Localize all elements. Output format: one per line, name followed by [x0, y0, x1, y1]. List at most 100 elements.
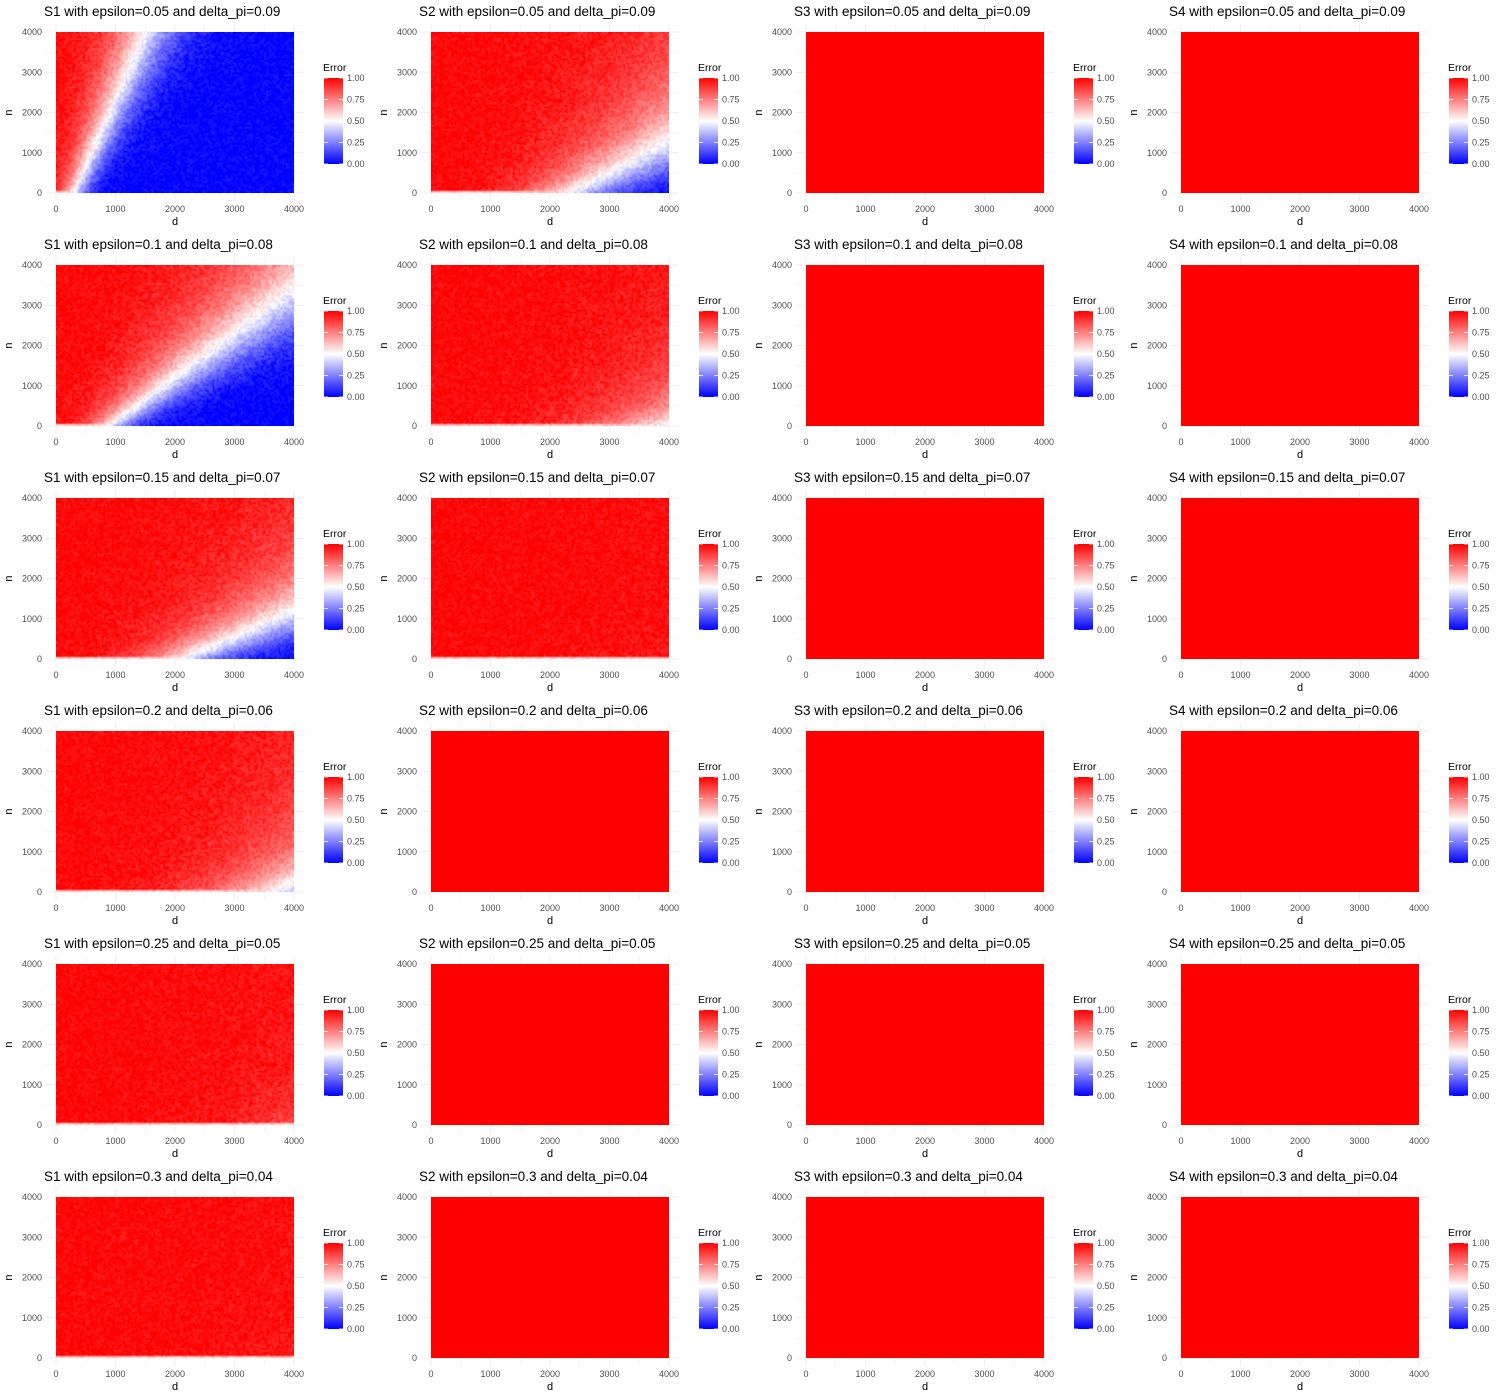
- heatmap-cells: [431, 731, 669, 892]
- x-tick-label: 1000: [1230, 1136, 1250, 1146]
- x-tick-label: 2000: [540, 670, 560, 680]
- legend-tick-label: 0.50: [347, 349, 365, 359]
- panel-title: S2 with epsilon=0.05 and delta_pi=0.09: [419, 4, 656, 19]
- panel-title: S3 with epsilon=0.2 and delta_pi=0.06: [794, 703, 1023, 718]
- x-tick-label: 0: [1178, 1369, 1183, 1379]
- legend-tick-label: 1.00: [347, 306, 365, 316]
- legend-tick-label: 1.00: [1097, 772, 1115, 782]
- y-axis-title: n: [1128, 1041, 1140, 1047]
- panel-title: S4 with epsilon=0.2 and delta_pi=0.06: [1169, 703, 1398, 718]
- x-axis-title: d: [1297, 449, 1303, 461]
- y-tick-label: 3000: [397, 766, 417, 776]
- y-tick-label: 1000: [22, 1313, 42, 1323]
- legend-title: Error: [1448, 994, 1472, 1006]
- y-axis-title: n: [378, 109, 390, 115]
- y-axis-title: n: [753, 1274, 765, 1280]
- y-tick-label: 3000: [22, 67, 42, 77]
- y-tick-label: 2000: [22, 341, 42, 351]
- x-tick-label: 0: [428, 1369, 433, 1379]
- y-tick-label: 1000: [22, 847, 42, 857]
- legend-tick-label: 0.25: [1472, 837, 1490, 847]
- y-tick-label: 3000: [22, 533, 42, 543]
- x-tick-label: 4000: [659, 670, 679, 680]
- y-tick-label: 3000: [1147, 999, 1167, 1009]
- x-tick-label: 0: [803, 903, 808, 913]
- legend-title: Error: [698, 1227, 722, 1239]
- panel-plot: 0 1000 2000 3000 4000 0 1000 2000 3000 4000 d n Erro…: [378, 723, 740, 927]
- legend-tick-label: 0.75: [347, 1260, 365, 1270]
- y-tick-label: 4000: [397, 1192, 417, 1202]
- x-tick-label: 4000: [284, 204, 304, 214]
- legend-tick-label: 0.25: [1097, 1303, 1115, 1313]
- y-tick-label: 1000: [22, 614, 42, 624]
- y-axis-title: n: [378, 575, 390, 581]
- legend-tick-label: 0.75: [347, 95, 365, 105]
- y-tick-label: 0: [1162, 1353, 1167, 1363]
- panel-plot: 0 1000 2000 3000 4000 0 1000 2000 3000 4000 d n Erro…: [753, 956, 1115, 1160]
- legend-tick-label: 0.75: [1097, 1027, 1115, 1037]
- x-tick-label: 1000: [480, 437, 500, 447]
- panel-plot: 0 1000 2000 3000 4000 0 1000 2000 3000 4000 d n Erro…: [1128, 956, 1490, 1160]
- legend-tick-label: 0.50: [722, 349, 740, 359]
- legend-title: Error: [1073, 1227, 1097, 1239]
- color-legend: Error 0.00 0.25 0.50 0.75 1.00: [1448, 761, 1490, 868]
- y-tick-label: 1000: [397, 614, 417, 624]
- legend-title: Error: [1448, 62, 1472, 74]
- x-tick-label: 4000: [284, 437, 304, 447]
- heatmap-cells: [806, 498, 1044, 659]
- y-tick-label: 2000: [1147, 807, 1167, 817]
- legend-tick-label: 1.00: [347, 539, 365, 549]
- x-axis-title: d: [547, 449, 553, 461]
- y-axis-title: n: [3, 808, 15, 814]
- y-tick-label: 4000: [22, 27, 42, 37]
- legend-title: Error: [323, 528, 347, 540]
- x-axis-title: d: [547, 1381, 553, 1393]
- legend-tick-label: 0.50: [722, 116, 740, 126]
- y-tick-label: 2000: [1147, 108, 1167, 118]
- legend-tick-label: 0.25: [1472, 1070, 1490, 1080]
- heatmap-panel: S2 with epsilon=0.05 and delta_pi=0.09 0 1…: [375, 0, 750, 233]
- y-tick-label: 2000: [1147, 1273, 1167, 1283]
- y-tick-label: 3000: [397, 1232, 417, 1242]
- y-tick-label: 1000: [1147, 1313, 1167, 1323]
- y-tick-label: 2000: [22, 108, 42, 118]
- y-tick-label: 4000: [772, 1192, 792, 1202]
- y-tick-label: 3000: [1147, 766, 1167, 776]
- legend-tick-label: 0.25: [722, 138, 740, 148]
- legend-tick-label: 0.25: [347, 1070, 365, 1080]
- x-tick-label: 1000: [855, 1369, 875, 1379]
- legend-colorbar: [324, 1010, 343, 1096]
- legend-tick-label: 0.00: [1097, 1091, 1115, 1101]
- x-tick-label: 1000: [1230, 204, 1250, 214]
- legend-tick-label: 0.75: [1472, 95, 1490, 105]
- color-legend: Error 0.00 0.25 0.50 0.75 1.00: [698, 528, 740, 635]
- color-legend: Error 0.00 0.25 0.50 0.75 1.00: [1073, 62, 1115, 169]
- y-axis-title: n: [378, 808, 390, 814]
- legend-title: Error: [698, 761, 722, 773]
- legend-tick-label: 0.00: [722, 1324, 740, 1334]
- color-legend: Error 0.00 0.25 0.50 0.75 1.00: [698, 761, 740, 868]
- y-tick-label: 0: [37, 188, 42, 198]
- y-tick-label: 3000: [772, 533, 792, 543]
- color-legend: Error 0.00 0.25 0.50 0.75 1.00: [1073, 295, 1115, 402]
- heatmap-panel: S3 with epsilon=0.05 and delta_pi=0.09 0 1…: [750, 0, 1125, 233]
- y-tick-label: 2000: [397, 1040, 417, 1050]
- y-tick-label: 0: [787, 1120, 792, 1130]
- x-axis-title: d: [172, 915, 178, 927]
- x-tick-label: 0: [428, 437, 433, 447]
- x-tick-label: 3000: [599, 204, 619, 214]
- y-tick-label: 1000: [397, 847, 417, 857]
- y-tick-label: 0: [787, 188, 792, 198]
- color-legend: Error 0.00 0.25 0.50 0.75 1.00: [323, 761, 365, 868]
- panel-plot: 0 1000 2000 3000 4000 0 1000 2000 3000 4000 d n Erro…: [1128, 257, 1490, 461]
- y-tick-label: 4000: [1147, 726, 1167, 736]
- legend-tick-label: 0.00: [722, 1091, 740, 1101]
- y-tick-label: 0: [1162, 1120, 1167, 1130]
- legend-title: Error: [1073, 761, 1097, 773]
- legend-colorbar: [699, 544, 718, 630]
- y-tick-label: 1000: [22, 148, 42, 158]
- color-legend: Error 0.00 0.25 0.50 0.75 1.00: [323, 1227, 365, 1334]
- x-tick-label: 3000: [1349, 903, 1369, 913]
- legend-tick-label: 0.50: [1097, 1048, 1115, 1058]
- x-axis-title: d: [1297, 915, 1303, 927]
